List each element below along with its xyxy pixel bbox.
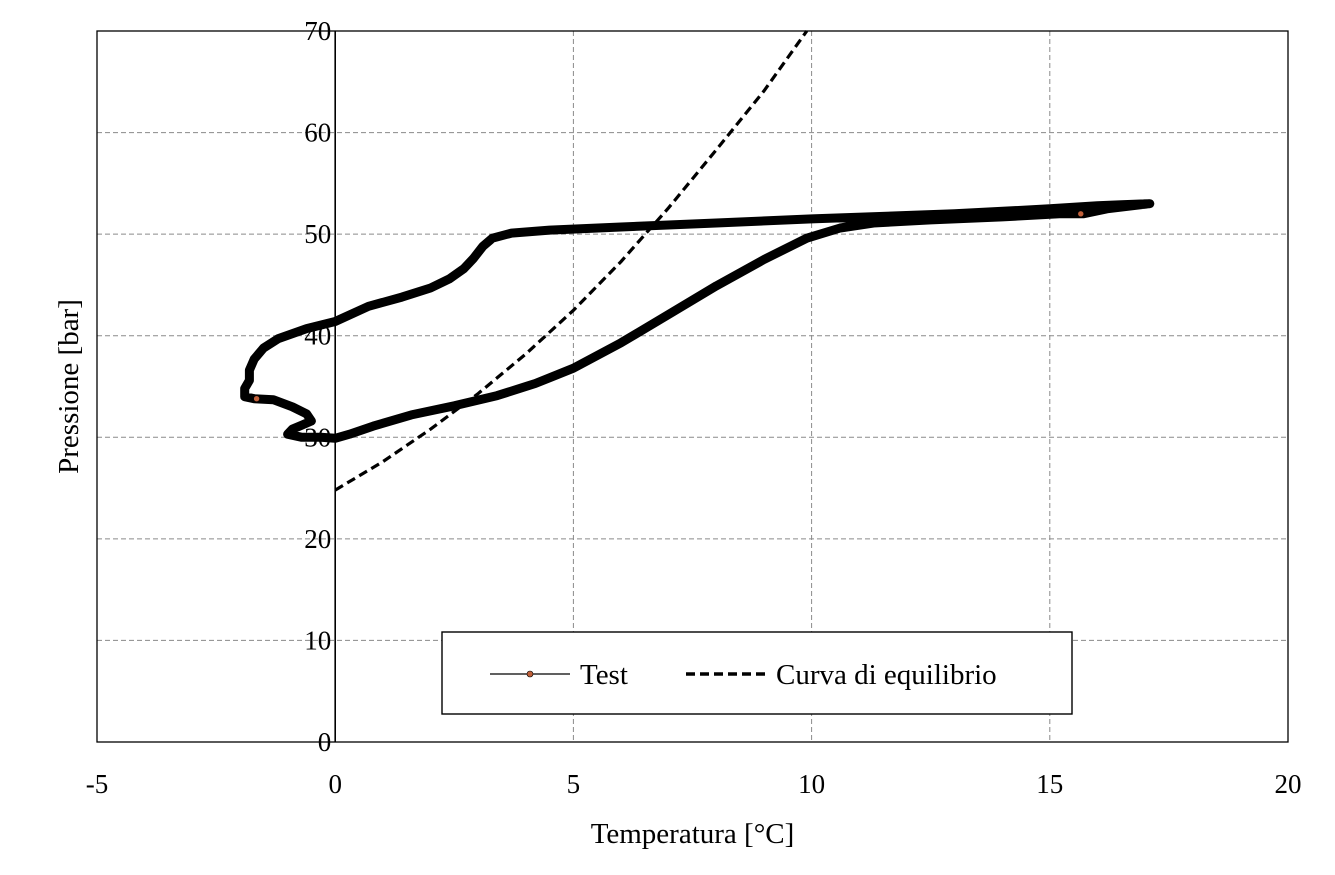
- test-point-marker: [253, 395, 260, 402]
- legend-test-swatch-marker: [526, 670, 534, 678]
- y-axis-label: Pressione [bar]: [53, 299, 85, 474]
- x-tick-label: 5: [567, 769, 581, 799]
- plot-frame: [96, 30, 1289, 743]
- legend-label-test: Test: [580, 659, 628, 691]
- y-tick-label: 40: [304, 321, 331, 351]
- series-layer: [240, 30, 1155, 492]
- y-tick-label: 70: [304, 16, 331, 46]
- axes: [96, 30, 1289, 743]
- y-tick-label: 30: [304, 422, 331, 452]
- y-tick-label: 50: [304, 219, 331, 249]
- x-tick-label: 20: [1275, 769, 1302, 799]
- y-tick-label: 0: [318, 727, 332, 757]
- x-axis-label: Temperatura [°C]: [591, 818, 795, 850]
- y-tick-label: 60: [304, 118, 331, 148]
- x-tick-label: 10: [798, 769, 825, 799]
- legend: Test Curva di equilibrio: [441, 631, 1073, 715]
- legend-label-equilibrium: Curva di equilibrio: [776, 659, 997, 691]
- x-tick-label: -5: [86, 769, 109, 799]
- equilibrium-curve-line: [334, 30, 809, 492]
- x-tick-label: 15: [1036, 769, 1063, 799]
- y-tick-label: 20: [304, 524, 331, 554]
- test-series-line: [240, 199, 1155, 443]
- tick-labels: -5 0 5 10 15 20 0 10 20 30 40 50 60 70: [86, 16, 1302, 799]
- y-tick-label: 10: [304, 625, 331, 655]
- x-tick-label: 0: [328, 769, 342, 799]
- test-point-marker: [1077, 210, 1085, 218]
